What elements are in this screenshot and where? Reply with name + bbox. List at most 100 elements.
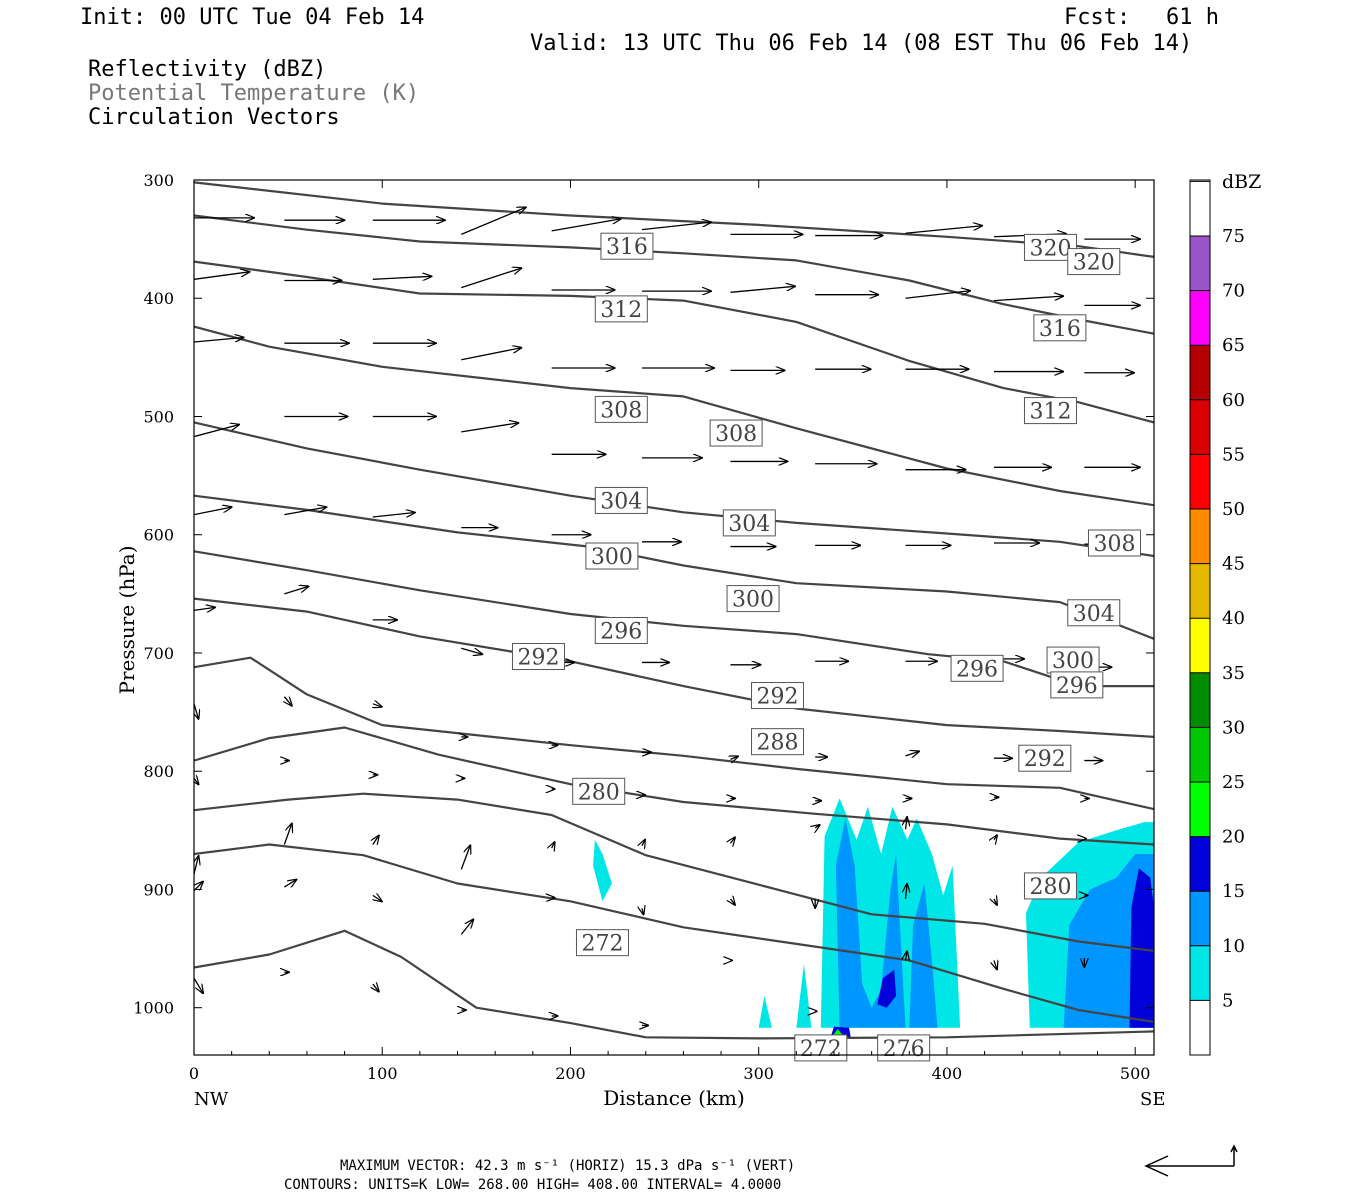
circulation-vector-14: [461, 268, 521, 289]
theta-contour-268: [194, 929, 1154, 1040]
contour-label-box-14: [594, 617, 648, 645]
circulation-vector-77: [194, 778, 199, 784]
colorbar-swatch-50: [1190, 454, 1210, 509]
contour-label-box-23: [1023, 872, 1077, 900]
theta-contour-292: [194, 597, 1154, 738]
axes-layer: 0 100 200 300 400 500 300 400 500 600 700 800 900 100…: [133, 171, 1154, 1083]
contour-label-320: 320: [1029, 236, 1071, 261]
colorbar-label-75: 75: [1222, 226, 1245, 247]
circulation-vector-8: [905, 226, 983, 234]
circulation-vector-13: [372, 276, 432, 279]
circulation-vector-96: [906, 817, 908, 830]
contour-label-296: 296: [956, 657, 998, 682]
contour-label-box-12: [726, 585, 780, 613]
contour-label-box-15: [511, 643, 565, 671]
circulation-vector-55: [194, 607, 215, 610]
circulation-vector-97: [994, 835, 997, 840]
circulation-vector-36: [461, 423, 518, 433]
x-end-label-nw: NW: [194, 1089, 229, 1110]
x-tick-label-0: 0: [189, 1064, 199, 1083]
colorbar-label-25: 25: [1222, 772, 1245, 793]
contour-label-box-18: [1050, 671, 1104, 699]
theta-contour-312: [194, 260, 1154, 424]
theta-contour-280: [194, 726, 1154, 846]
y-tick-label-300: 300: [143, 171, 174, 190]
reflectivity-area-15-8: [1129, 868, 1154, 1028]
y-tick-label-400: 400: [143, 289, 174, 308]
circulation-vector-108: [994, 899, 997, 905]
circulation-vector-90: [373, 836, 379, 845]
colorbar: 5 10 15 20 25 30 35 40 45 50 55 60 65 70 75: [1189, 179, 1245, 1056]
circulation-vector-46: [372, 512, 415, 518]
circulation-vector-25: [461, 348, 521, 361]
contour-label-box-17: [950, 654, 1004, 682]
contour-label-box-2: [1067, 248, 1121, 276]
circulation-vector-17: [730, 286, 795, 293]
contour-label-304: 304: [728, 512, 770, 537]
contour-label-292: 292: [517, 646, 559, 671]
reference-vector: [1144, 1144, 1238, 1177]
contour-label-300: 300: [591, 545, 633, 570]
contour-label-316: 316: [1039, 317, 1081, 342]
contour-label-272: 272: [800, 1037, 842, 1062]
circulation-vector-58: [461, 647, 482, 654]
y-tick-label-600: 600: [143, 526, 174, 545]
y-tick-label-800: 800: [143, 762, 174, 781]
colorbar-title: dBZ: [1222, 171, 1261, 193]
circulation-vector-101: [373, 895, 382, 901]
contour-label-box-10: [1087, 529, 1141, 557]
circulation-vector-94: [730, 837, 735, 843]
contour-label-box-20: [751, 728, 805, 756]
x-end-label-se: SE: [1140, 1089, 1165, 1110]
theta-contour-316: [194, 214, 1154, 335]
contour-label-292: 292: [1024, 747, 1066, 772]
contour-label-box-4: [1033, 314, 1087, 342]
y-tick-label-900: 900: [143, 880, 174, 899]
circulation-vector-105: [730, 899, 735, 905]
contour-label-276: 276: [883, 1037, 925, 1062]
x-tick-label-500: 500: [1120, 1064, 1151, 1083]
circulation-vector-118: [906, 951, 908, 960]
contour-label-308: 308: [600, 398, 642, 423]
contour-label-288: 288: [757, 731, 799, 756]
contour-label-292: 292: [757, 685, 799, 710]
reflectivity-layer: [593, 798, 1154, 1039]
contour-label-312: 312: [600, 298, 642, 323]
colorbar-frame: [1189, 179, 1211, 1056]
init-time: Init: 00 UTC Tue 04 Feb 14: [80, 5, 425, 30]
colorbar-swatch-25: [1190, 727, 1210, 782]
circulation-vector-102: [460, 919, 473, 935]
x-tick-label-100: 100: [367, 1064, 398, 1083]
colorbar-label-15: 15: [1222, 881, 1245, 902]
contour-label-280: 280: [1029, 875, 1071, 900]
circulation-vector-91: [460, 845, 470, 870]
reflectivity-area-5-1: [796, 964, 812, 1028]
max-vector-note: MAXIMUM VECTOR: 42.3 m s⁻¹ (HORIZ) 15.3 …: [340, 1158, 796, 1174]
contour-label-box-9: [722, 509, 776, 537]
theta-contour-320: [194, 181, 1154, 258]
colorbar-label-50: 50: [1222, 499, 1245, 520]
circulation-vector-33: [194, 425, 239, 438]
contour-label-312: 312: [1029, 400, 1071, 425]
circulation-vector-93: [642, 840, 645, 846]
contour-label-box-26: [877, 1034, 931, 1062]
contour-label-box-3: [594, 295, 648, 323]
colorbar-label-70: 70: [1222, 281, 1245, 302]
circulation-vector-3: [461, 207, 526, 235]
plot-frame: [193, 179, 1155, 1056]
theta-contour-272: [194, 843, 1154, 1023]
circulation-vector-45: [284, 507, 326, 516]
contour-label-box-5: [594, 395, 648, 423]
contour-label-300: 300: [1052, 649, 1094, 674]
circulation-vector-22: [194, 337, 244, 343]
plot-area: [194, 180, 1154, 1055]
colorbar-swatch-10: [1190, 891, 1210, 946]
reflectivity-area-5-2: [758, 995, 772, 1028]
colorbar-swatch-40: [1190, 563, 1210, 619]
theta-contour-300: [194, 494, 1154, 640]
x-tick-label-400: 400: [932, 1064, 963, 1083]
circulation-vector-72: [730, 756, 738, 759]
reference-vector-head: [1144, 1155, 1169, 1177]
circulation-vector-67: [284, 697, 292, 706]
circulation-vector-68: [373, 704, 382, 707]
